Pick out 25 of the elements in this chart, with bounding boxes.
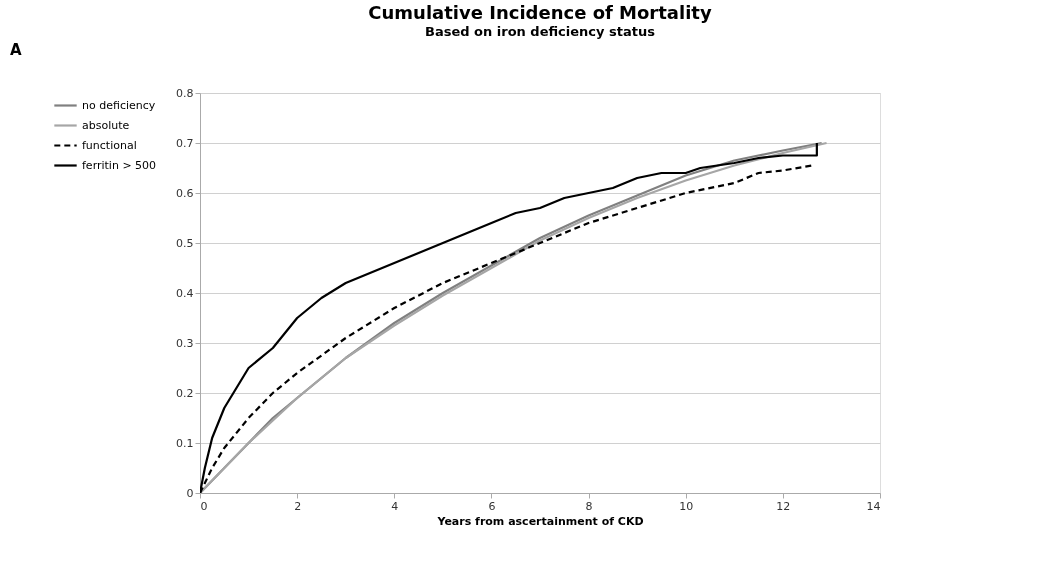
legend-label: absolute (82, 118, 130, 132)
x-tick-label: 8 (585, 499, 593, 513)
chart-subtitle: Based on iron deficiency status (425, 24, 656, 39)
y-tick-label: 0.3 (176, 336, 194, 350)
y-tick-label: 0.8 (176, 86, 194, 100)
x-tick-label: 12 (776, 499, 791, 513)
y-tick-label: 0.4 (176, 286, 194, 300)
x-tick-label: 4 (391, 499, 399, 513)
x-tick-label: 10 (679, 499, 694, 513)
x-tick-label: 14 (866, 499, 881, 513)
y-tick-label: 0.2 (176, 386, 194, 400)
y-tick-label: 0.6 (176, 186, 194, 200)
chart-title: Cumulative Incidence of Mortality (368, 2, 712, 23)
y-tick-label: 0 (186, 486, 194, 500)
y-tick-label: 0.7 (176, 136, 194, 150)
x-axis-title: Years from ascertainment of CKD (436, 514, 644, 528)
legend-label: functional (82, 138, 137, 152)
legend-label: no deficiency (82, 98, 156, 112)
text: A (10, 41, 22, 59)
x-tick-label: 6 (488, 499, 496, 513)
x-tick-label: 2 (294, 499, 302, 513)
y-tick-label: 0.1 (176, 436, 194, 450)
y-tick-label: 0.5 (176, 236, 194, 250)
legend-label: ferritin > 500 (82, 158, 157, 172)
x-tick-label: 0 (200, 499, 208, 513)
